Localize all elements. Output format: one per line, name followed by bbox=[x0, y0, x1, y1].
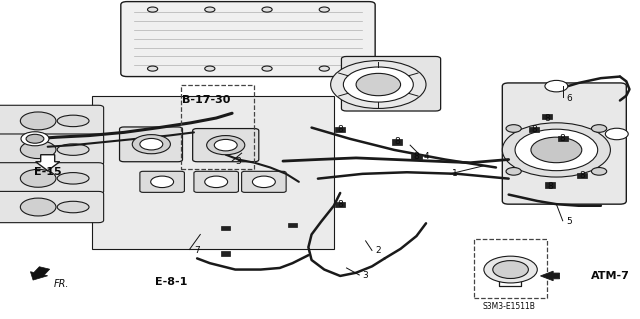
FancyBboxPatch shape bbox=[342, 56, 441, 111]
Text: 2: 2 bbox=[376, 246, 381, 255]
Text: FR.: FR. bbox=[54, 279, 69, 289]
FancyBboxPatch shape bbox=[0, 191, 104, 223]
Circle shape bbox=[140, 138, 163, 150]
Circle shape bbox=[356, 73, 401, 96]
FancyBboxPatch shape bbox=[120, 127, 182, 162]
Text: S3M3-E1511B: S3M3-E1511B bbox=[482, 302, 535, 311]
Bar bbox=[545, 182, 555, 188]
Circle shape bbox=[205, 66, 215, 71]
Circle shape bbox=[591, 167, 607, 175]
Circle shape bbox=[147, 7, 157, 12]
Bar bbox=[221, 251, 230, 256]
Circle shape bbox=[132, 135, 170, 154]
Text: 8: 8 bbox=[337, 200, 343, 209]
Circle shape bbox=[252, 176, 275, 188]
Text: 8: 8 bbox=[560, 134, 566, 143]
FancyBboxPatch shape bbox=[121, 2, 375, 77]
FancyBboxPatch shape bbox=[242, 171, 286, 192]
Text: 8: 8 bbox=[544, 114, 550, 122]
FancyArrow shape bbox=[31, 267, 50, 280]
Text: 6: 6 bbox=[566, 94, 572, 103]
Circle shape bbox=[21, 132, 49, 146]
Text: 3: 3 bbox=[236, 157, 241, 166]
FancyBboxPatch shape bbox=[0, 134, 104, 165]
FancyBboxPatch shape bbox=[0, 163, 104, 194]
Circle shape bbox=[205, 176, 228, 188]
Circle shape bbox=[20, 198, 56, 216]
Text: 7: 7 bbox=[194, 246, 200, 255]
Circle shape bbox=[545, 80, 568, 92]
Circle shape bbox=[502, 123, 611, 177]
Text: 8: 8 bbox=[413, 152, 419, 161]
Circle shape bbox=[343, 67, 413, 102]
Circle shape bbox=[147, 66, 157, 71]
Text: 4: 4 bbox=[423, 152, 429, 161]
Text: 8: 8 bbox=[547, 182, 553, 191]
FancyBboxPatch shape bbox=[502, 83, 627, 204]
Bar bbox=[221, 226, 230, 230]
FancyArrow shape bbox=[540, 271, 559, 281]
Circle shape bbox=[207, 136, 245, 155]
Bar bbox=[577, 173, 587, 178]
Bar bbox=[92, 96, 334, 249]
Circle shape bbox=[591, 125, 607, 132]
Ellipse shape bbox=[57, 173, 89, 184]
Text: B-17-30: B-17-30 bbox=[182, 95, 231, 106]
Text: E-8-1: E-8-1 bbox=[156, 277, 188, 287]
Circle shape bbox=[515, 129, 598, 171]
FancyBboxPatch shape bbox=[193, 129, 259, 162]
Circle shape bbox=[20, 169, 56, 187]
FancyArrow shape bbox=[36, 155, 60, 171]
Bar bbox=[412, 154, 422, 159]
FancyBboxPatch shape bbox=[140, 171, 184, 192]
Ellipse shape bbox=[57, 115, 89, 127]
Bar bbox=[541, 114, 552, 119]
Text: 8: 8 bbox=[394, 137, 400, 146]
Bar bbox=[335, 127, 345, 132]
Text: 5: 5 bbox=[566, 217, 572, 226]
Circle shape bbox=[506, 167, 522, 175]
Circle shape bbox=[531, 137, 582, 163]
Bar bbox=[557, 136, 568, 141]
Ellipse shape bbox=[57, 201, 89, 213]
Bar bbox=[474, 239, 547, 298]
Circle shape bbox=[262, 66, 272, 71]
Text: E-15: E-15 bbox=[34, 167, 61, 177]
Circle shape bbox=[484, 256, 538, 283]
Text: 8: 8 bbox=[531, 125, 537, 134]
FancyBboxPatch shape bbox=[194, 171, 239, 192]
Text: 1: 1 bbox=[452, 169, 458, 178]
Circle shape bbox=[319, 66, 330, 71]
Circle shape bbox=[150, 176, 173, 188]
Circle shape bbox=[331, 61, 426, 108]
Bar bbox=[335, 202, 345, 207]
Ellipse shape bbox=[57, 144, 89, 155]
Circle shape bbox=[214, 139, 237, 151]
Circle shape bbox=[506, 125, 522, 132]
Circle shape bbox=[605, 128, 628, 140]
Text: 8: 8 bbox=[579, 171, 585, 180]
Circle shape bbox=[262, 7, 272, 12]
Bar bbox=[392, 139, 403, 145]
Circle shape bbox=[20, 141, 56, 159]
Bar bbox=[181, 85, 254, 169]
Circle shape bbox=[26, 134, 44, 143]
Circle shape bbox=[319, 7, 330, 12]
Text: 8: 8 bbox=[337, 125, 343, 134]
Circle shape bbox=[493, 261, 529, 278]
Circle shape bbox=[20, 112, 56, 130]
Text: ATM-7: ATM-7 bbox=[591, 271, 630, 281]
Circle shape bbox=[205, 7, 215, 12]
Bar bbox=[529, 127, 539, 132]
Text: 3: 3 bbox=[363, 271, 369, 280]
Bar bbox=[288, 223, 297, 227]
FancyBboxPatch shape bbox=[0, 105, 104, 137]
